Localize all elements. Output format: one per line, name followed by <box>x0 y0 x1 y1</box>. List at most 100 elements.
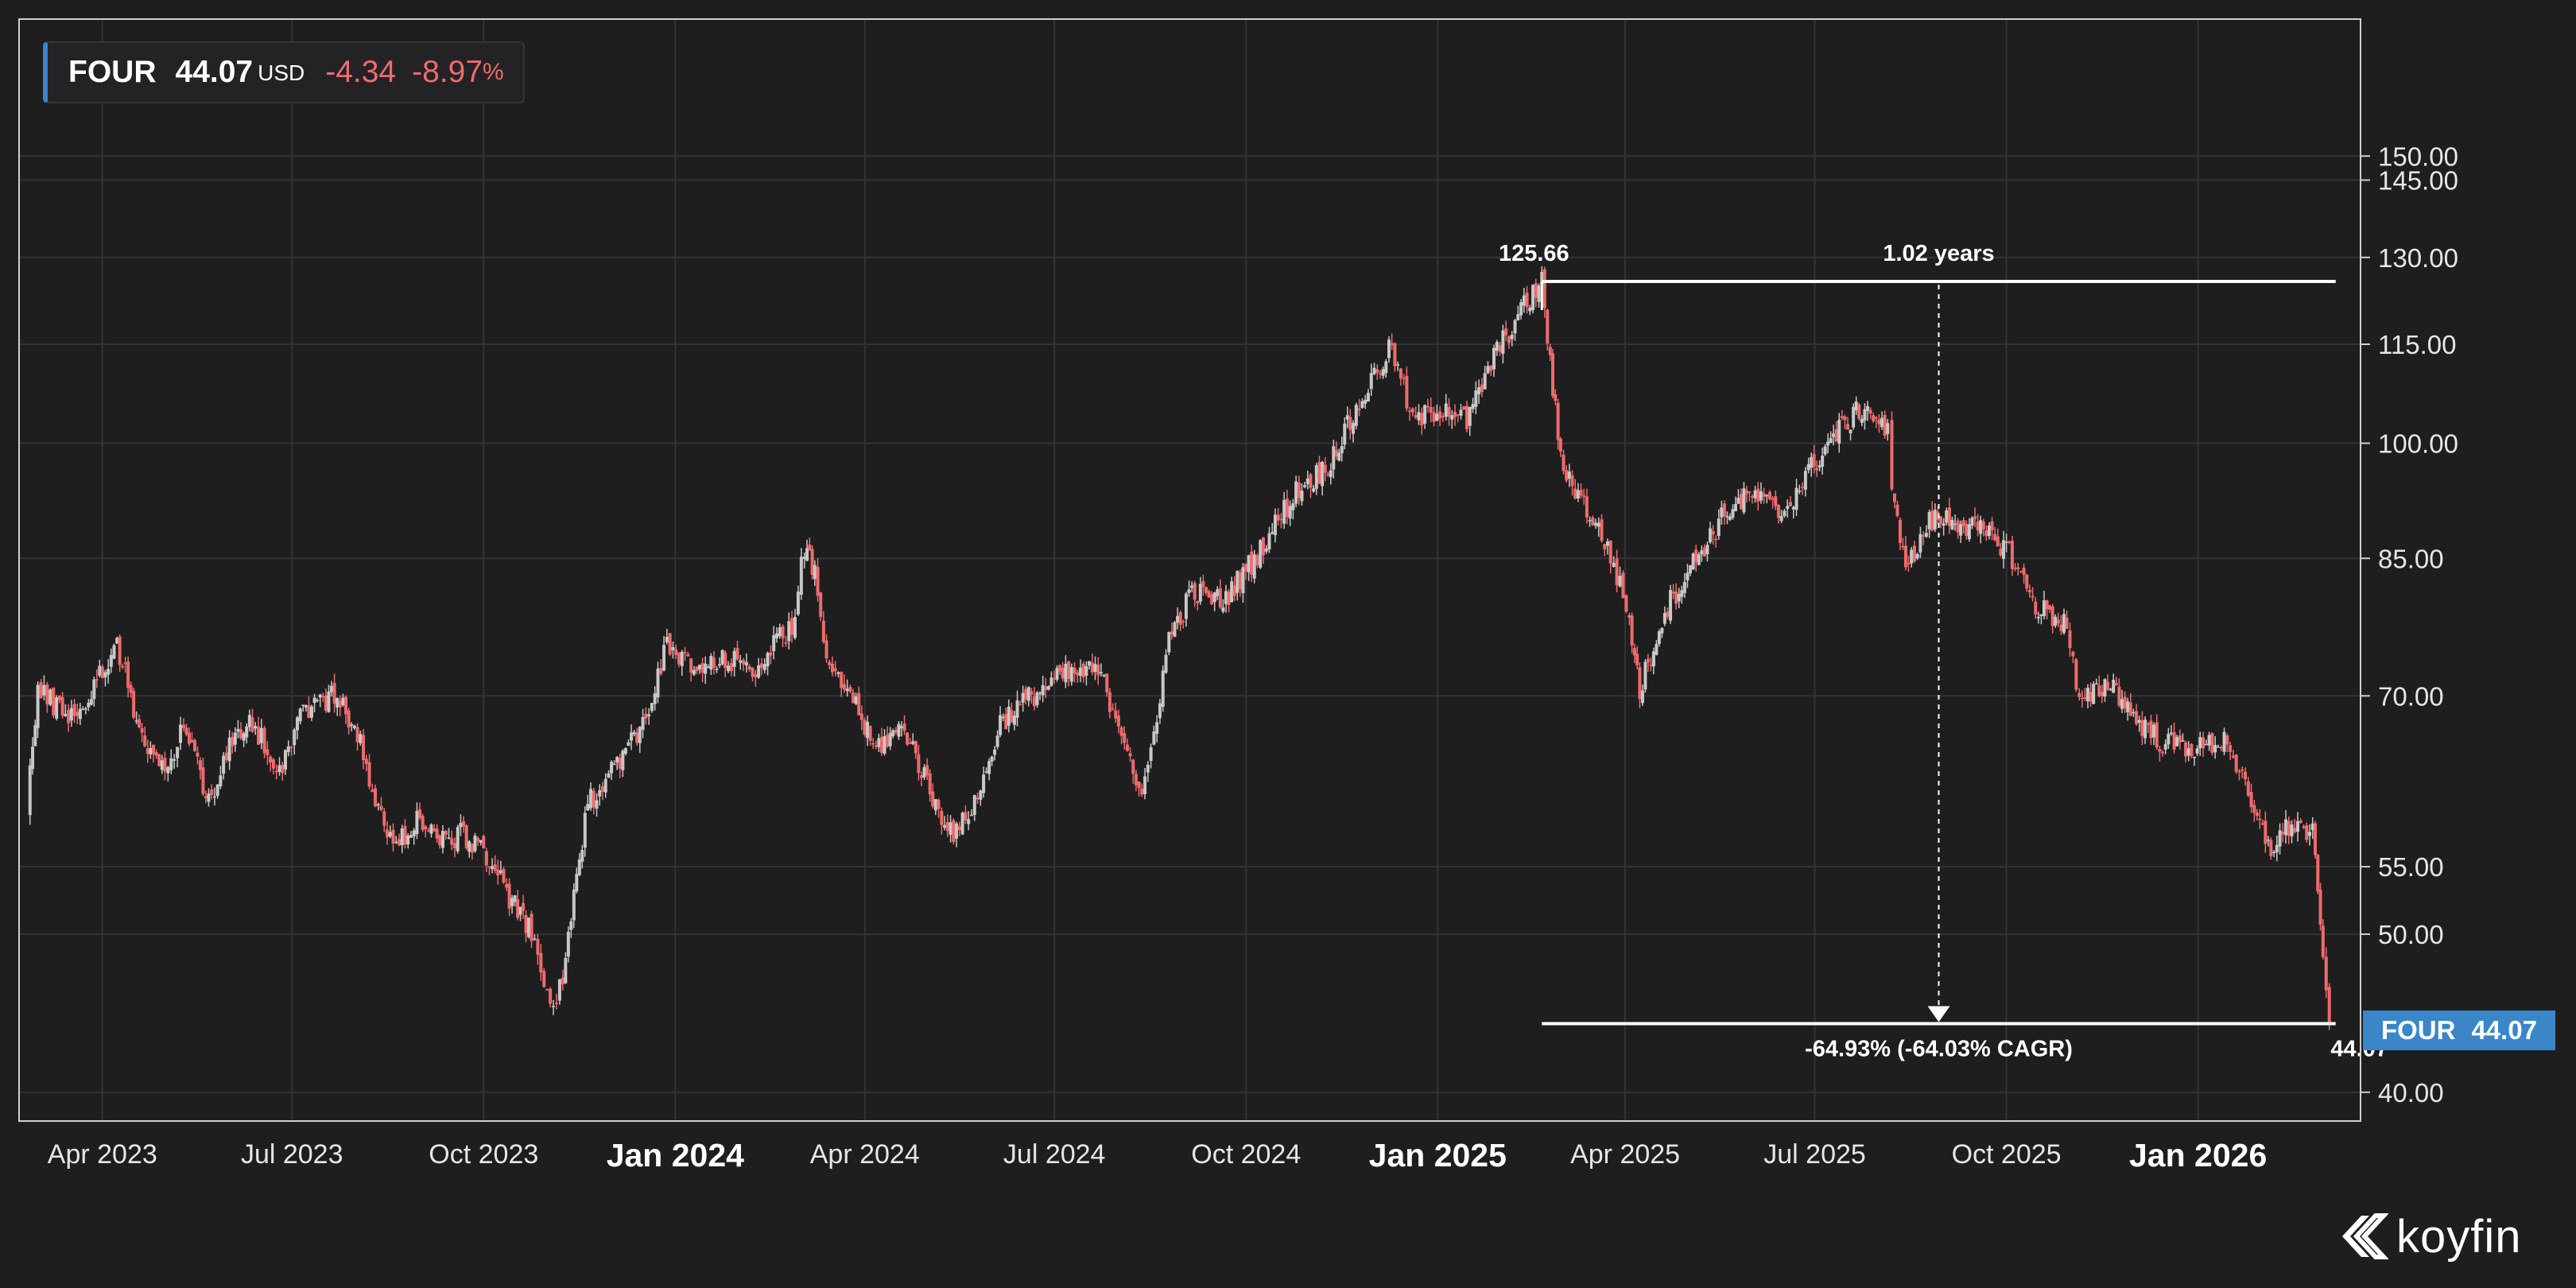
candle-401 <box>1193 580 1197 607</box>
candle-481 <box>1426 398 1430 413</box>
candle-384 <box>1143 768 1147 800</box>
candle-46 <box>157 753 161 767</box>
candle-94 <box>298 707 302 725</box>
candle-89 <box>283 749 287 775</box>
candle-438 <box>1300 483 1304 506</box>
candle-469 <box>1390 333 1394 351</box>
candle-289 <box>868 725 872 746</box>
y-tick-label-9: 40.00 <box>2378 1078 2444 1108</box>
candle-659 <box>1942 518 1946 536</box>
candle-239 <box>720 649 724 666</box>
candle-152 <box>467 840 471 858</box>
candle-569 <box>1682 572 1686 599</box>
candle-20 <box>83 706 87 715</box>
candle-90 <box>286 740 290 757</box>
candle-211 <box>638 726 642 753</box>
candle-280 <box>842 674 846 693</box>
candle-730 <box>2146 722 2150 733</box>
price-tag-value: 44.07 <box>2471 1015 2538 1045</box>
candle-345 <box>1030 688 1034 704</box>
candle-407 <box>1210 591 1214 606</box>
candle-4 <box>36 681 40 739</box>
candle-41 <box>143 726 147 748</box>
candle-129 <box>400 824 404 854</box>
candle-546 <box>1618 566 1622 588</box>
candle-572 <box>1691 552 1695 570</box>
candle-155 <box>476 836 480 846</box>
candle-87 <box>277 757 281 776</box>
y-tick-label-7: 55.00 <box>2378 852 2444 882</box>
candle-681 <box>2004 533 2008 553</box>
candle-523 <box>1551 348 1555 398</box>
candle-342 <box>1021 685 1025 712</box>
candle-419 <box>1244 563 1248 580</box>
candle-2 <box>31 737 35 775</box>
candle-412 <box>1224 584 1228 613</box>
candle-602 <box>1776 504 1780 524</box>
candle-301 <box>902 715 906 735</box>
x-axis: Apr 2023 Jul 2023 Oct 2023 Jan 2024 Apr 2024… <box>48 1137 2267 1174</box>
candle-392 <box>1167 631 1171 656</box>
candle-221 <box>668 633 672 657</box>
candle-586 <box>1731 504 1735 520</box>
candle-461 <box>1366 389 1370 402</box>
candle-118 <box>367 754 371 789</box>
candle-279 <box>840 671 844 697</box>
candle-545 <box>1615 549 1619 593</box>
candle-694 <box>2042 591 2046 620</box>
candle-424 <box>1259 539 1263 569</box>
candle-106 <box>332 673 336 713</box>
candle-352 <box>1049 671 1053 687</box>
candle-107 <box>336 697 339 716</box>
candle-745 <box>2190 743 2194 758</box>
candle-228 <box>689 658 693 682</box>
candle-480 <box>1423 404 1427 429</box>
candle-647 <box>1907 555 1911 572</box>
candle-47 <box>160 755 164 774</box>
candle-665 <box>1959 520 1963 544</box>
y-tick-label-1: 145.00 <box>2378 165 2458 195</box>
candle-67 <box>219 766 223 789</box>
candle-331 <box>990 755 994 766</box>
candle-101 <box>318 693 322 708</box>
candle-580 <box>1714 535 1718 548</box>
candle-262 <box>790 611 794 643</box>
candle-527 <box>1562 449 1565 475</box>
candle-394 <box>1173 620 1177 638</box>
candle-729 <box>2143 716 2147 744</box>
candle-649 <box>1912 541 1916 563</box>
candle-507 <box>1504 320 1508 342</box>
candle-133 <box>412 828 416 845</box>
candle-760 <box>2234 754 2238 774</box>
candle-359 <box>1069 663 1073 686</box>
candle-85 <box>271 758 275 775</box>
candle-39 <box>138 714 142 729</box>
candle-300 <box>899 721 903 737</box>
candle-644 <box>1898 517 1902 550</box>
candle-269 <box>810 545 814 580</box>
candle-459 <box>1360 398 1364 409</box>
candle-652 <box>1922 530 1926 545</box>
candle-767 <box>2255 809 2259 821</box>
candle-334 <box>999 706 1003 738</box>
candle-703 <box>2068 623 2072 657</box>
legend-last-price: 44.07 <box>175 55 254 89</box>
candle-395 <box>1176 607 1180 630</box>
candle-86 <box>274 764 278 780</box>
candle-429 <box>1273 508 1277 543</box>
candle-126 <box>391 823 395 852</box>
candle-769 <box>2260 819 2264 826</box>
candle-711 <box>2092 681 2096 704</box>
candle-9 <box>52 687 56 719</box>
candle-6 <box>42 675 46 700</box>
candle-402 <box>1196 600 1200 611</box>
candle-357 <box>1064 655 1068 689</box>
candle-381 <box>1134 770 1138 792</box>
candle-45 <box>154 749 158 759</box>
brand-logo: koyfin <box>2337 1207 2522 1266</box>
candle-378 <box>1125 738 1129 752</box>
candle-691 <box>2034 597 2038 619</box>
candle-324 <box>969 809 973 817</box>
candle-554 <box>1640 684 1644 706</box>
